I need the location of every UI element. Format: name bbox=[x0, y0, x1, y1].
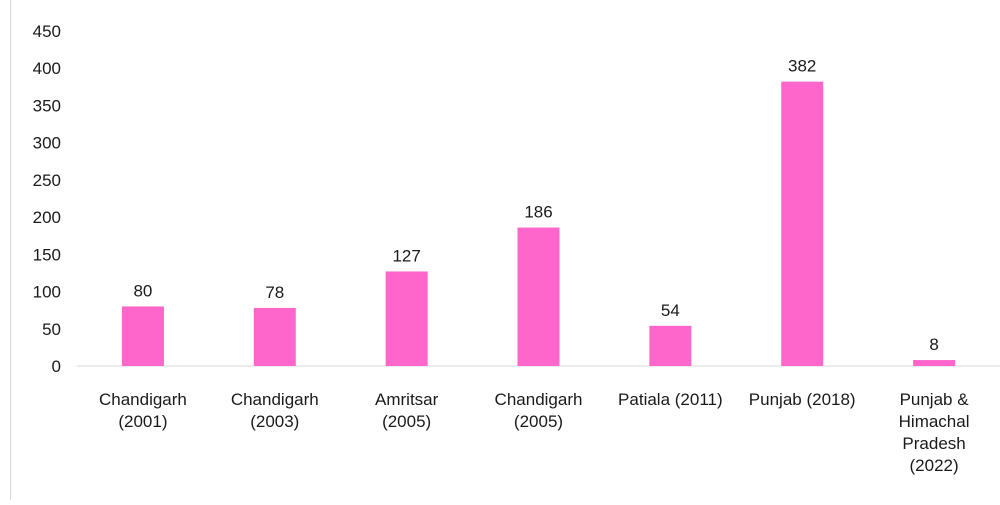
x-tick-label-line: Himachal bbox=[899, 412, 970, 431]
x-tick-label-line: Punjab & bbox=[900, 390, 970, 409]
y-tick-label: 150 bbox=[33, 245, 61, 264]
x-tick-label-line: (2001) bbox=[118, 412, 167, 431]
x-tick-label-line: (2005) bbox=[382, 412, 431, 431]
data-labels-group: 80 78 127 186 54 382 8 bbox=[133, 57, 938, 354]
x-tick-label-line: Pradesh bbox=[902, 434, 965, 453]
bar bbox=[517, 227, 560, 366]
y-tick-label: 350 bbox=[33, 96, 61, 115]
bar bbox=[649, 325, 692, 366]
x-tick-label-line: (2022) bbox=[910, 456, 959, 475]
bar bbox=[913, 360, 956, 366]
y-axis: 0 50 100 150 200 250 300 350 400 450 bbox=[33, 22, 61, 376]
y-tick-label: 50 bbox=[42, 320, 61, 339]
y-tick-label: 200 bbox=[33, 208, 61, 227]
y-tick-label: 0 bbox=[52, 357, 61, 376]
x-tick-label-line: (2003) bbox=[250, 412, 299, 431]
x-tick-label: Punjab & Himachal Pradesh (2022) bbox=[899, 390, 970, 475]
left-border-line bbox=[10, 0, 11, 500]
x-tick-label-line: Chandigarh bbox=[99, 390, 187, 409]
y-tick-label: 400 bbox=[33, 59, 61, 78]
x-tick-label: Amritsar (2005) bbox=[375, 390, 439, 431]
bars-group bbox=[121, 81, 956, 366]
data-label: 80 bbox=[133, 281, 152, 300]
x-tick-label: Punjab (2018) bbox=[749, 390, 856, 409]
x-tick-label-line: (2005) bbox=[514, 412, 563, 431]
x-tick-label-line: Chandigarh bbox=[495, 390, 583, 409]
data-label: 78 bbox=[265, 283, 284, 302]
bar bbox=[781, 81, 824, 366]
y-tick-label: 300 bbox=[33, 134, 61, 153]
x-tick-label: Chandigarh (2003) bbox=[231, 390, 319, 431]
x-tick-label-line: Chandigarh bbox=[231, 390, 319, 409]
data-label: 186 bbox=[524, 203, 552, 222]
data-label: 8 bbox=[929, 335, 938, 354]
data-label: 382 bbox=[788, 57, 816, 76]
y-tick-label: 250 bbox=[33, 171, 61, 190]
x-tick-label-line: Amritsar bbox=[375, 390, 439, 409]
x-tick-label: Chandigarh (2001) bbox=[99, 390, 187, 431]
bar bbox=[253, 307, 296, 366]
x-tick-label: Chandigarh (2005) bbox=[495, 390, 583, 431]
y-tick-label: 450 bbox=[33, 22, 61, 41]
x-axis: Chandigarh (2001) Chandigarh (2003) Amritsar… bbox=[99, 390, 970, 475]
bar bbox=[121, 306, 164, 366]
x-tick-label-line: Punjab (2018) bbox=[749, 390, 856, 409]
x-tick-label-line: Patiala (2011) bbox=[618, 390, 723, 409]
data-label: 54 bbox=[661, 301, 680, 320]
bar bbox=[385, 271, 428, 366]
y-tick-label: 100 bbox=[33, 283, 61, 302]
data-label: 127 bbox=[392, 246, 420, 265]
x-tick-label: Patiala (2011) bbox=[618, 390, 723, 409]
